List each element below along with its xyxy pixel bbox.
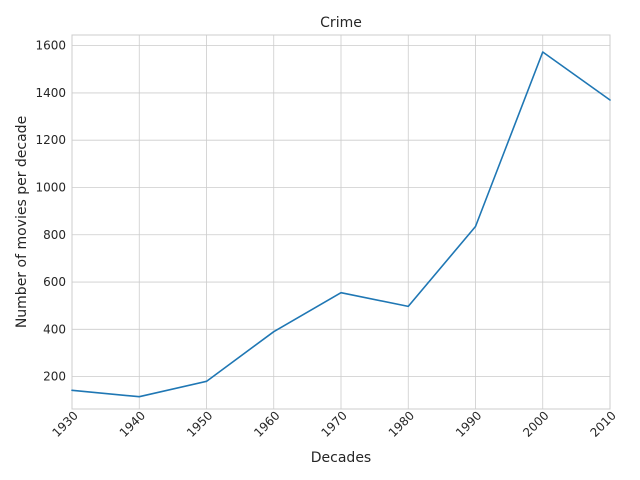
x-tick-label: 1970: [318, 408, 349, 439]
x-tick-label: 1960: [251, 408, 282, 439]
y-tick-label: 1200: [35, 133, 66, 147]
x-tick-label: 1930: [49, 408, 80, 439]
y-tick-label: 1000: [35, 180, 66, 194]
x-axis-label: Decades: [311, 450, 371, 466]
y-tick-label: 200: [43, 370, 66, 384]
x-tick-labels: 1930 1940 1950 1960 1970 1980 1990 2000 2010: [49, 408, 618, 439]
x-tick-label: 1940: [117, 408, 148, 439]
x-tick-label: 1990: [453, 408, 484, 439]
x-tick-label: 2000: [520, 408, 551, 439]
plot-area-frame: [71, 34, 611, 410]
y-tick-labels: 200 400 600 800 1000 1200 1400 1600: [35, 39, 66, 384]
x-tick-label: 2010: [587, 408, 618, 439]
y-tick-label: 600: [43, 275, 66, 289]
y-tick-label: 400: [43, 322, 66, 336]
x-tick-label: 1950: [184, 408, 215, 439]
x-tick-label: 1980: [386, 408, 417, 439]
chart-title: Crime: [320, 15, 362, 31]
y-tick-label: 1400: [35, 86, 66, 100]
y-tick-label: 800: [43, 228, 66, 242]
grid: [71, 35, 611, 409]
y-tick-label: 1600: [35, 39, 66, 53]
series-layer: [71, 51, 611, 398]
y-axis-label: Number of movies per decade: [14, 116, 30, 328]
